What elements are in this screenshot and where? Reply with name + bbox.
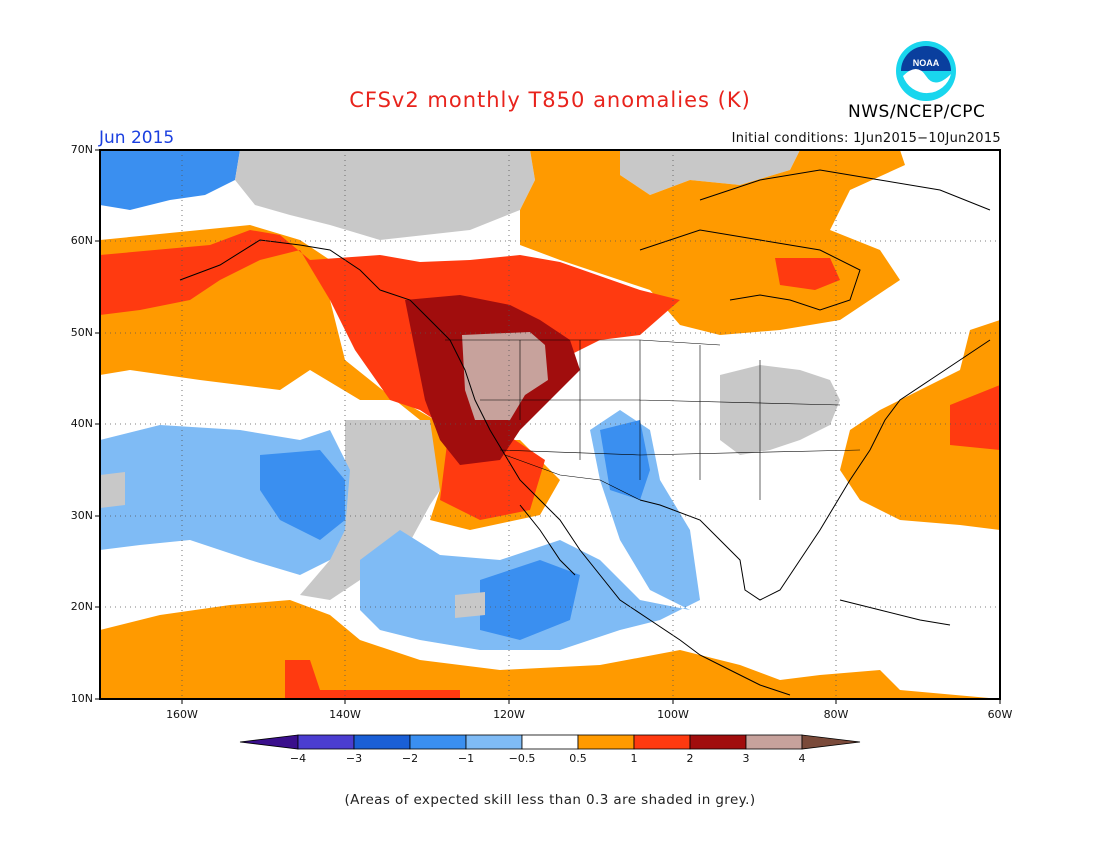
grey-patch-canada bbox=[620, 150, 800, 195]
brown-core-pnw bbox=[462, 332, 548, 420]
logo-bird bbox=[903, 69, 951, 94]
blue-patch-subtropical bbox=[260, 450, 345, 540]
colorbar bbox=[239, 734, 861, 750]
skill-note: (Areas of expected skill less than 0.3 a… bbox=[344, 792, 756, 808]
colorbar-label: 4 bbox=[798, 752, 806, 765]
coastline-hudson bbox=[639, 229, 861, 311]
colorbar-swatch bbox=[577, 734, 635, 750]
initial-conditions: Initial conditions: 1Jun2015−10Jun2015 bbox=[731, 131, 1001, 146]
grey-patch-alaska bbox=[235, 150, 535, 240]
colorbar-label: 2 bbox=[686, 752, 694, 765]
colorbar-arrow-right bbox=[801, 734, 861, 750]
colorbar-swatch bbox=[745, 734, 803, 750]
colorbar-label: −0.5 bbox=[508, 752, 536, 765]
colorbar-arrow-left bbox=[239, 734, 299, 750]
colorbar-label: 3 bbox=[742, 752, 750, 765]
lat-label-10n: 10N bbox=[70, 692, 93, 705]
colorbar-swatch bbox=[633, 734, 691, 750]
blue-patch-southwest bbox=[600, 420, 650, 500]
logo-text: NOAA bbox=[913, 58, 940, 68]
colorbar-label: −1 bbox=[457, 752, 475, 765]
red-patch-tropics bbox=[285, 660, 460, 699]
red-band-northwest bbox=[100, 230, 680, 520]
blue-patch-mexico bbox=[480, 560, 580, 640]
orange-band-tropics bbox=[100, 600, 1000, 699]
blue-patch-arctic bbox=[100, 150, 240, 210]
graticule bbox=[100, 150, 1000, 699]
lat-label-50n: 50N bbox=[70, 326, 93, 339]
colorbar-label: −4 bbox=[289, 752, 307, 765]
border-us-mexico bbox=[504, 454, 641, 501]
colorbar-label: 0.5 bbox=[569, 752, 587, 765]
logo-top-half bbox=[901, 46, 951, 71]
lon-label-100w: 100W bbox=[657, 708, 689, 721]
state-lines bbox=[480, 340, 861, 500]
coastline-arctic bbox=[699, 169, 991, 211]
chart-title: CFSv2 monthly T850 anomalies (K) bbox=[349, 88, 751, 112]
forecast-month: Jun 2015 bbox=[99, 128, 175, 148]
lat-label-70n: 70N bbox=[70, 143, 93, 156]
lat-label-20n: 20N bbox=[70, 600, 93, 613]
colorbar-swatch bbox=[465, 734, 523, 750]
lon-label-60w: 60W bbox=[987, 708, 1013, 721]
colorbar-label: −3 bbox=[345, 752, 363, 765]
colorbar-swatch bbox=[353, 734, 411, 750]
orange-patch-east-coast bbox=[840, 320, 1000, 530]
lat-label-60n: 60N bbox=[70, 234, 93, 247]
coastline-baja bbox=[519, 504, 576, 576]
orange-band-north-pacific bbox=[100, 225, 560, 530]
grey-patch-greatlakes bbox=[720, 365, 840, 455]
colorbar-swatch bbox=[521, 734, 579, 750]
grey-patch-small bbox=[455, 592, 485, 618]
borders bbox=[445, 339, 861, 501]
colorbar-label: −2 bbox=[401, 752, 419, 765]
lon-label-120w: 120W bbox=[493, 708, 525, 721]
axis-ticks bbox=[95, 149, 1001, 704]
red-patch-atlantic bbox=[950, 385, 1000, 450]
colorbar-swatch bbox=[297, 734, 355, 750]
grey-patch-west-edge bbox=[100, 472, 125, 508]
lon-label-140w: 140W bbox=[329, 708, 361, 721]
red-patch-hudson bbox=[775, 258, 840, 290]
agency-label: NWS/NCEP/CPC bbox=[848, 102, 986, 122]
coastline-caribbean bbox=[839, 599, 951, 626]
lat-label-40n: 40N bbox=[70, 417, 93, 430]
noaa-logo: NOAA bbox=[896, 41, 956, 101]
lon-label-160w: 160W bbox=[166, 708, 198, 721]
grey-patch-pacific bbox=[300, 420, 440, 600]
colorbar-swatch bbox=[689, 734, 747, 750]
lat-label-30n: 30N bbox=[70, 509, 93, 522]
anomaly-field bbox=[100, 150, 1000, 699]
lon-label-80w: 80W bbox=[823, 708, 849, 721]
coastline-gulf-atlantic bbox=[639, 339, 991, 601]
colorbar-swatch bbox=[409, 734, 467, 750]
colorbar-label: 1 bbox=[630, 752, 638, 765]
